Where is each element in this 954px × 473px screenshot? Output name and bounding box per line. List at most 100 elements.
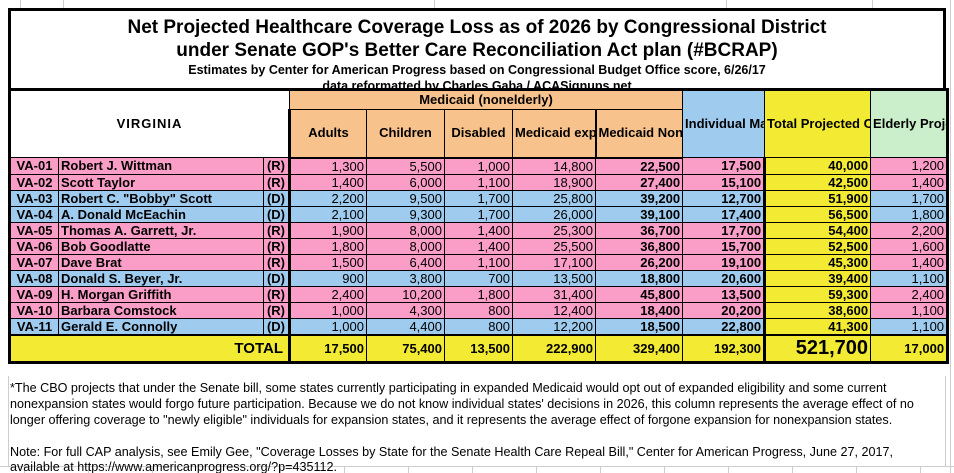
coverage-loss-table: VIRGINIA Medicaid (nonelderly) Individua… xyxy=(8,88,950,364)
party-cell: (R) xyxy=(263,173,290,191)
disabled-cell: 1,800 xyxy=(444,285,513,303)
district-row: VA-02 Scott Taylor (R) 1,400 6,000 1,100 18,90… xyxy=(9,173,949,191)
party-cell: (R) xyxy=(263,221,290,239)
district-cell: VA-03 xyxy=(9,189,59,207)
district-cell: VA-08 xyxy=(9,269,59,287)
district-rows: VA-01 Robert J. Wittman (R) 1,300 5,500 1,000… xyxy=(9,157,949,335)
grand-total-cell: 521,700 xyxy=(763,333,872,363)
total-cell: 56,500 xyxy=(763,205,872,223)
gridline xyxy=(872,0,873,8)
disabled-cell: 1,000 xyxy=(444,157,513,175)
gridline xyxy=(280,466,281,473)
title-box: Net Projected Healthcare Coverage Loss a… xyxy=(8,8,946,93)
district-cell: VA-07 xyxy=(9,253,59,271)
asterisk-footnote: *The CBO projects that under the Senate … xyxy=(10,381,914,427)
adults-cell: 1,000 xyxy=(288,317,367,335)
total-cell: 41,300 xyxy=(763,317,872,335)
total-cell: 39,400 xyxy=(763,269,872,287)
elderly-cell: 1,800 xyxy=(870,205,949,223)
footnotes: *The CBO projects that under the Senate … xyxy=(10,381,946,473)
individual-cell: 19,100 xyxy=(682,253,766,271)
children-cell: 6,400 xyxy=(366,253,445,271)
total-coverage-loss-header: Total Projected Coverage Loss xyxy=(764,89,872,158)
party-cell: (D) xyxy=(263,269,290,287)
gridline xyxy=(216,466,217,473)
party-cell: (R) xyxy=(263,157,290,175)
disabled-cell: 800 xyxy=(444,301,513,319)
expansion-cell: 18,900 xyxy=(512,173,596,191)
gridline xyxy=(434,0,435,8)
subtotal-cell: 39,100 xyxy=(594,205,684,223)
adults-cell: 1,000 xyxy=(288,301,367,319)
total-elderly-cell: 17,000 xyxy=(870,333,949,363)
total-row: TOTAL 17,500 75,400 13,500 222,900 329,4… xyxy=(9,333,949,363)
adults-cell: 1,900 xyxy=(288,221,367,239)
gridline xyxy=(950,0,951,473)
children-cell: 4,300 xyxy=(366,301,445,319)
total-cell: 59,300 xyxy=(763,285,872,303)
individual-cell: 13,500 xyxy=(682,285,766,303)
adults-cell: 2,100 xyxy=(288,205,367,223)
adults-cell: 1,300 xyxy=(288,157,367,175)
party-cell: (D) xyxy=(263,189,290,207)
individual-cell: 20,200 xyxy=(682,301,766,319)
total-cell: 42,500 xyxy=(763,173,872,191)
gridline xyxy=(945,376,946,466)
title-line-2: under Senate GOP's Better Care Reconcili… xyxy=(176,40,778,61)
individual-cell: 12,700 xyxy=(682,189,766,207)
adults-cell: 2,400 xyxy=(288,285,367,303)
individual-cell: 15,700 xyxy=(682,237,766,255)
rep-name-cell: Robert C. "Bobby" Scott xyxy=(58,189,264,207)
gridline xyxy=(792,466,793,473)
elderly-cell: 2,400 xyxy=(870,285,949,303)
subtotal-cell: 18,500 xyxy=(594,317,684,335)
elderly-cell: 1,100 xyxy=(870,317,949,335)
individual-cell: 17,700 xyxy=(682,221,766,239)
individual-cell: 20,600 xyxy=(682,269,766,287)
gridline xyxy=(63,0,64,8)
disabled-cell: 1,700 xyxy=(444,205,513,223)
total-cell: 54,400 xyxy=(763,221,872,239)
district-row: VA-04 A. Donald McEachin (D) 2,100 9,300 1,70… xyxy=(9,205,949,223)
expansion-cell: 17,100 xyxy=(512,253,596,271)
elderly-cell: 1,400 xyxy=(870,173,949,191)
gridline xyxy=(856,466,857,473)
district-cell: VA-05 xyxy=(9,221,59,239)
party-cell: (D) xyxy=(263,317,290,335)
expansion-cell: 13,500 xyxy=(512,269,596,287)
expansion-cell: 31,400 xyxy=(512,285,596,303)
district-cell: VA-02 xyxy=(9,173,59,191)
expansion-cell: 12,200 xyxy=(512,317,596,335)
elderly-cell: 1,600 xyxy=(870,237,949,255)
total-cell: 40,000 xyxy=(763,157,872,175)
total-expansion-cell: 222,900 xyxy=(512,333,596,363)
gridline xyxy=(20,0,21,8)
individual-cell: 17,400 xyxy=(682,205,766,223)
rep-name-cell: Scott Taylor xyxy=(58,173,264,191)
district-row: VA-06 Bob Goodlatte (R) 1,800 8,000 1,400 25,5… xyxy=(9,237,949,255)
total-cell: 38,600 xyxy=(763,301,872,319)
medicaid-group-header: Medicaid (nonelderly) xyxy=(288,89,684,110)
elderly-header: Elderly Projected to lose Medicaid xyxy=(870,89,949,158)
rep-name-cell: Barbara Comstock xyxy=(58,301,264,319)
gridline xyxy=(920,466,921,473)
district-row: VA-11 Gerald E. Connolly (D) 1,000 4,400 800 1… xyxy=(9,317,949,335)
total-cell: 52,500 xyxy=(763,237,872,255)
party-cell: (R) xyxy=(263,253,290,271)
individual-cell: 17,500 xyxy=(682,157,766,175)
total-label: TOTAL xyxy=(9,333,290,363)
children-cell: 9,300 xyxy=(366,205,445,223)
gridline xyxy=(8,376,9,466)
district-cell: VA-11 xyxy=(9,317,59,335)
children-cell: 5,500 xyxy=(366,157,445,175)
children-cell: 8,000 xyxy=(366,237,445,255)
expansion-cell: 12,400 xyxy=(512,301,596,319)
rep-name-cell: H. Morgan Griffith xyxy=(58,285,264,303)
district-cell: VA-09 xyxy=(9,285,59,303)
gridline xyxy=(0,466,954,467)
subtotal-cell: 18,800 xyxy=(594,269,684,287)
state-header: VIRGINIA xyxy=(9,89,290,158)
district-row: VA-08 Donald S. Beyer, Jr. (D) 900 3,800 700 1… xyxy=(9,269,949,287)
children-header: Children xyxy=(366,109,445,159)
